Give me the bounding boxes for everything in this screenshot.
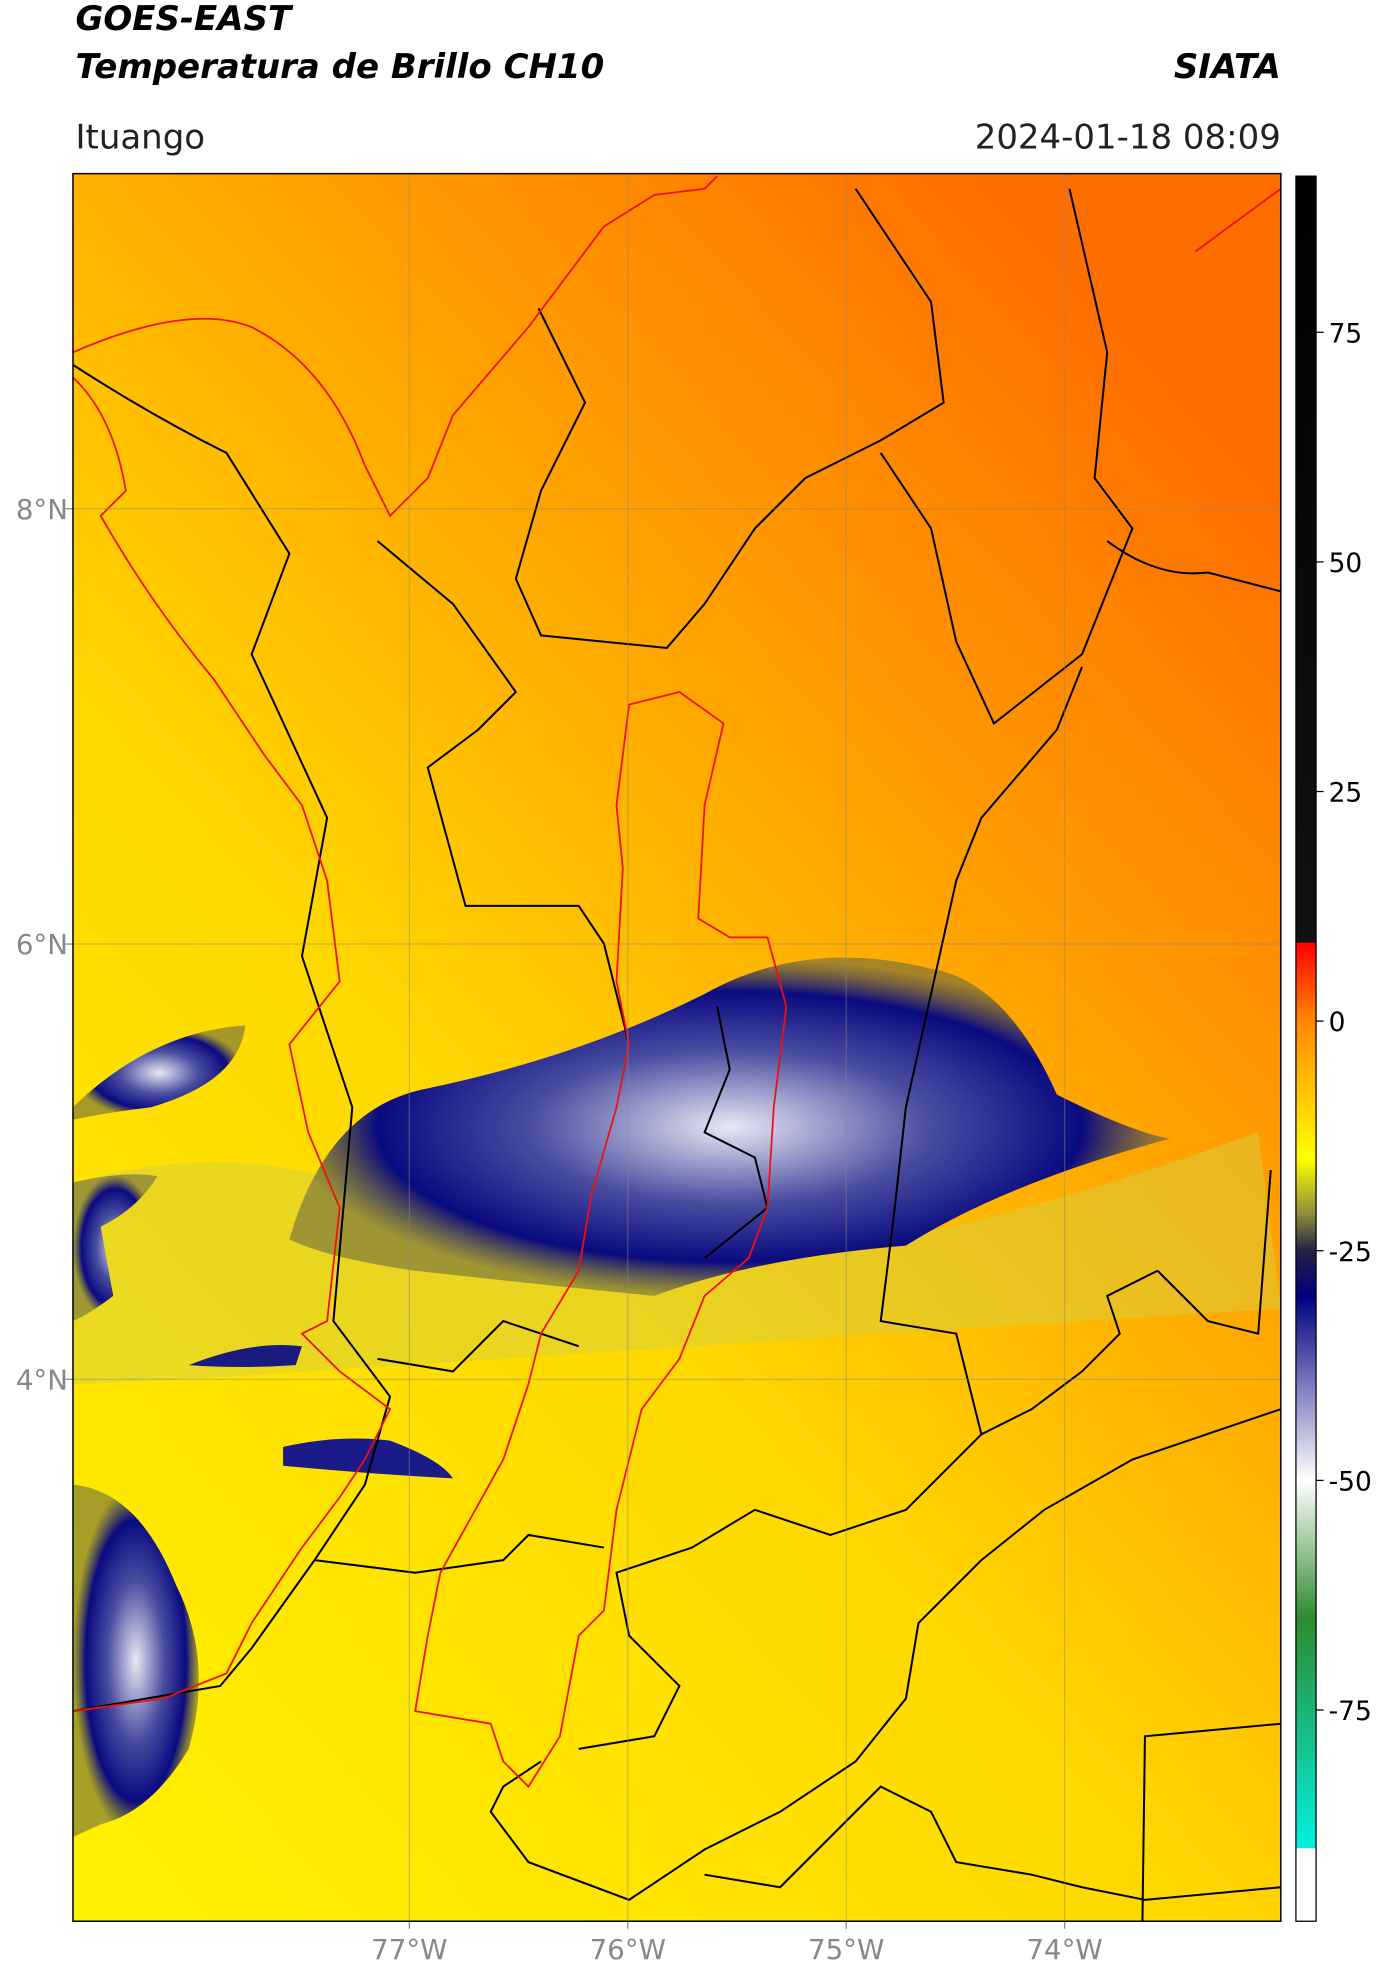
source: SIATA xyxy=(1174,47,1281,87)
cloud xyxy=(289,957,1171,1296)
colorbar-tick-label: 25 xyxy=(1329,778,1363,809)
cloud xyxy=(188,1344,302,1368)
cloud xyxy=(283,1438,453,1479)
x-tick-label: 76°W xyxy=(590,1933,666,1966)
cloud xyxy=(72,1174,158,1322)
y-tick-label: 8°N xyxy=(16,493,68,526)
x-tick-label: 77°W xyxy=(371,1933,447,1966)
region-borders xyxy=(72,175,1281,1789)
graticule: 77°W 76°W 75°W 74°W 8°N 6°N 4°N xyxy=(16,173,1281,1966)
colorbar-tick-label: 75 xyxy=(1329,318,1363,349)
datetime: 2024-01-18 08:09 xyxy=(975,117,1281,157)
y-tick-label: 6°N xyxy=(16,928,68,961)
location: Ituango xyxy=(75,117,205,157)
colorbar-tick-label: -75 xyxy=(1329,1696,1372,1727)
colorbar-tick-label: 0 xyxy=(1329,1007,1346,1038)
cloud xyxy=(72,1025,246,1120)
y-tick-label: 4°N xyxy=(16,1363,68,1396)
x-tick-label: 75°W xyxy=(808,1933,884,1966)
title: GOES-EAST xyxy=(75,0,293,39)
colorbar: 75 50 25 0 -25 -50 -75 xyxy=(1295,175,1372,1922)
map-frame xyxy=(72,172,1282,1922)
colorbar-tick-label: -25 xyxy=(1329,1237,1372,1268)
colorbar-tick-label: 50 xyxy=(1329,548,1363,579)
cloud xyxy=(72,1484,199,1837)
colorbar-tick-label: -50 xyxy=(1329,1466,1372,1497)
map-image xyxy=(72,173,1281,1922)
x-tick-label: 74°W xyxy=(1026,1933,1102,1966)
colorbar-scale xyxy=(1295,175,1317,1922)
subtitle: Temperatura de Brillo CH10 xyxy=(75,47,604,87)
